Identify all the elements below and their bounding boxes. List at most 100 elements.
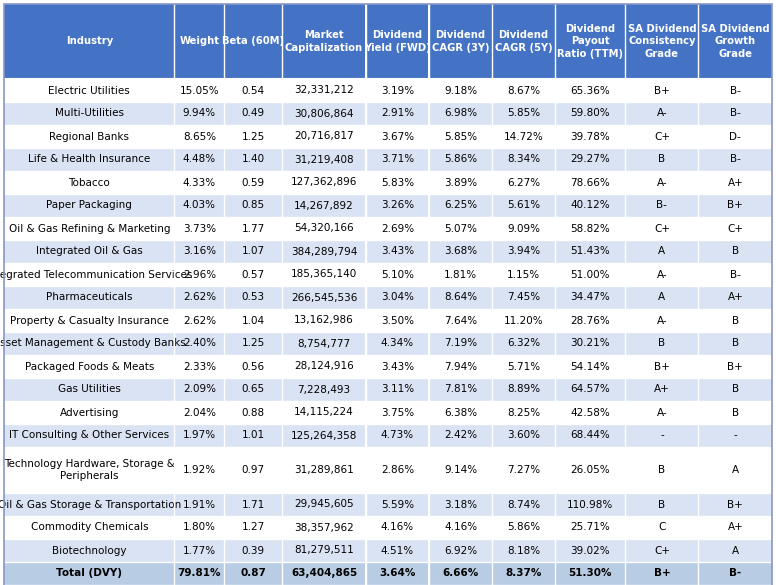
Bar [492, 102, 555, 125]
Text: 78.66%: 78.66% [570, 177, 610, 188]
Bar [429, 79, 492, 102]
Bar [625, 4, 698, 79]
Text: Commodity Chemicals: Commodity Chemicals [30, 522, 148, 532]
Text: 5.07%: 5.07% [444, 223, 477, 233]
Text: 5.85%: 5.85% [444, 132, 477, 142]
Text: 1.77%: 1.77% [183, 545, 216, 556]
Bar [175, 171, 223, 194]
Bar [4, 102, 174, 125]
Text: C+: C+ [654, 132, 670, 142]
Bar [492, 286, 555, 309]
Text: 266,545,536: 266,545,536 [291, 292, 357, 302]
Bar [492, 401, 555, 424]
Text: A: A [658, 246, 666, 256]
Bar [282, 125, 365, 148]
Text: 4.48%: 4.48% [183, 154, 216, 164]
Text: 9.94%: 9.94% [183, 108, 216, 119]
Text: Multi-Utilities: Multi-Utilities [55, 108, 124, 119]
Bar [625, 171, 698, 194]
Text: B: B [732, 408, 739, 418]
Text: B+: B+ [727, 201, 743, 211]
Text: 4.73%: 4.73% [381, 431, 414, 441]
Bar [429, 378, 492, 401]
Text: 0.85: 0.85 [241, 201, 265, 211]
Text: 8.18%: 8.18% [508, 545, 540, 556]
Text: 3.71%: 3.71% [381, 154, 414, 164]
Text: 34.47%: 34.47% [570, 292, 610, 302]
Bar [492, 355, 555, 378]
Bar [429, 4, 492, 79]
Text: 0.54: 0.54 [241, 85, 265, 95]
Text: 11.20%: 11.20% [504, 315, 543, 325]
Text: 125,264,358: 125,264,358 [291, 431, 357, 441]
Text: B: B [732, 339, 739, 349]
Bar [556, 516, 625, 539]
Bar [365, 401, 428, 424]
Bar [224, 171, 282, 194]
Bar [625, 286, 698, 309]
Bar [175, 263, 223, 286]
Text: 1.80%: 1.80% [183, 522, 216, 532]
Bar [556, 493, 625, 516]
Text: 8,754,777: 8,754,777 [297, 339, 351, 349]
Bar [429, 539, 492, 562]
Bar [429, 148, 492, 171]
Bar [224, 4, 282, 79]
Text: 6.92%: 6.92% [444, 545, 477, 556]
Text: 384,289,794: 384,289,794 [291, 246, 357, 256]
Bar [175, 355, 223, 378]
Bar [282, 516, 365, 539]
Bar [365, 355, 428, 378]
Bar [175, 332, 223, 355]
Bar [282, 148, 365, 171]
Bar [4, 447, 174, 493]
Text: 2.96%: 2.96% [183, 270, 216, 280]
Bar [492, 217, 555, 240]
Bar [175, 148, 223, 171]
Bar [175, 424, 223, 447]
Bar [365, 240, 428, 263]
Text: Weight: Weight [179, 36, 220, 46]
Text: 28.76%: 28.76% [570, 315, 610, 325]
Bar [4, 171, 174, 194]
Bar [429, 424, 492, 447]
Bar [556, 401, 625, 424]
Text: 3.94%: 3.94% [508, 246, 540, 256]
Text: 25.71%: 25.71% [570, 522, 610, 532]
Text: 5.86%: 5.86% [444, 154, 477, 164]
Bar [282, 539, 365, 562]
Text: 7,228,493: 7,228,493 [297, 384, 351, 394]
Text: 3.50%: 3.50% [381, 315, 414, 325]
Text: C: C [658, 522, 666, 532]
Text: A+: A+ [727, 292, 743, 302]
Text: -: - [733, 431, 737, 441]
Text: 54,320,166: 54,320,166 [294, 223, 354, 233]
Bar [492, 447, 555, 493]
Text: 5.85%: 5.85% [508, 108, 540, 119]
Text: 8.25%: 8.25% [508, 408, 540, 418]
Bar [698, 424, 771, 447]
Bar [625, 401, 698, 424]
Bar [4, 401, 174, 424]
Text: B: B [732, 246, 739, 256]
Bar [224, 148, 282, 171]
Text: 3.89%: 3.89% [444, 177, 477, 188]
Text: A-: A- [656, 108, 667, 119]
Text: Advertising: Advertising [60, 408, 119, 418]
Bar [625, 240, 698, 263]
Bar [698, 562, 771, 585]
Text: 1.25: 1.25 [241, 132, 265, 142]
Text: B-: B- [730, 154, 741, 164]
Bar [4, 355, 174, 378]
Text: B: B [658, 339, 666, 349]
Text: 63,404,865: 63,404,865 [291, 569, 357, 579]
Bar [698, 125, 771, 148]
Bar [429, 309, 492, 332]
Bar [175, 240, 223, 263]
Bar [698, 493, 771, 516]
Text: Integrated Oil & Gas: Integrated Oil & Gas [36, 246, 143, 256]
Bar [429, 102, 492, 125]
Text: 8.67%: 8.67% [508, 85, 540, 95]
Bar [556, 79, 625, 102]
Text: 39.78%: 39.78% [570, 132, 610, 142]
